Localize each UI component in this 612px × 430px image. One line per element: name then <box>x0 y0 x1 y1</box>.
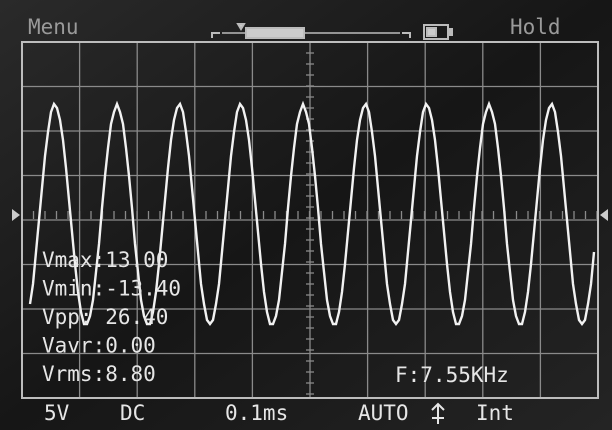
page: Menu Hold Vmax:13.00 Vmin:-13.40 Vpp: 26.4… <box>0 0 612 430</box>
measurement: Vrms:8.80 <box>42 362 156 386</box>
coupling[interactable]: DC <box>120 401 145 425</box>
measurement: Vmin:-13.40 <box>42 277 181 301</box>
timebase[interactable]: 0.1ms <box>225 401 288 425</box>
measurement: Vmax:13.00 <box>42 248 168 272</box>
oscilloscope-screen: Menu Hold Vmax:13.00 Vmin:-13.40 Vpp: 26.4… <box>0 0 612 430</box>
volts-per-div[interactable]: 5V <box>44 401 70 425</box>
measurement: Vpp: 26.40 <box>42 305 168 329</box>
frequency: F:7.55KHz <box>395 363 509 387</box>
trigger-source[interactable]: Int <box>476 401 514 425</box>
menu-label[interactable]: Menu <box>28 15 79 39</box>
trigger-mode[interactable]: AUTO <box>358 401 409 425</box>
measurement: Vavr:0.00 <box>42 334 156 358</box>
hold-label[interactable]: Hold <box>510 15 561 39</box>
